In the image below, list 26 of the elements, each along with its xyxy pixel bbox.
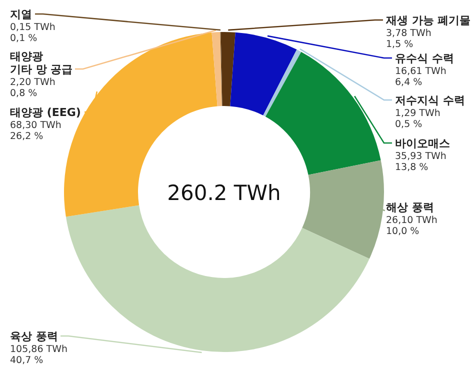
donut-slice <box>302 160 384 259</box>
data-label: 105,86 TWh 40,7 % <box>10 344 68 366</box>
slice-label: 해상 풍력 <box>386 201 434 214</box>
slice-label: 지열 <box>9 8 32 21</box>
data-label: 2,20 TWh 0,8 % <box>10 77 56 99</box>
data-label: 35,93 TWh 13,8 % <box>395 151 446 173</box>
donut-slice <box>263 50 302 117</box>
slice-label: 태양광 기타 망 공급 <box>10 50 73 76</box>
slice-label: 육상 풍력 <box>10 330 58 343</box>
data-label: 16,61 TWh 6,4 % <box>395 66 446 88</box>
data-label: 0,15 TWh 0,1 % <box>10 22 56 44</box>
slice-label: 유수식 수력 <box>395 52 454 65</box>
data-label: 3,78 TWh 1,5 % <box>386 28 432 50</box>
text: 260.2 TWh <box>167 181 281 205</box>
slice-label: 태양광 (EEG) <box>10 106 81 119</box>
donut-slice <box>230 32 297 116</box>
data-label: 68,30 TWh 26,2 % <box>10 120 62 142</box>
donut-slice <box>220 32 236 106</box>
data-label: 1,29 TWh 0,5 % <box>395 108 440 130</box>
donut-slice <box>265 52 381 175</box>
data-label: 26,10 TWh 10,0 % <box>386 215 438 237</box>
slice-label: 바이오매스 <box>395 137 450 150</box>
donut-slice <box>212 32 222 106</box>
slice-label: 저수지식 수력 <box>395 94 465 107</box>
slice-label: 재생 가능 폐기물 <box>385 14 471 27</box>
donut-slice <box>66 205 370 352</box>
